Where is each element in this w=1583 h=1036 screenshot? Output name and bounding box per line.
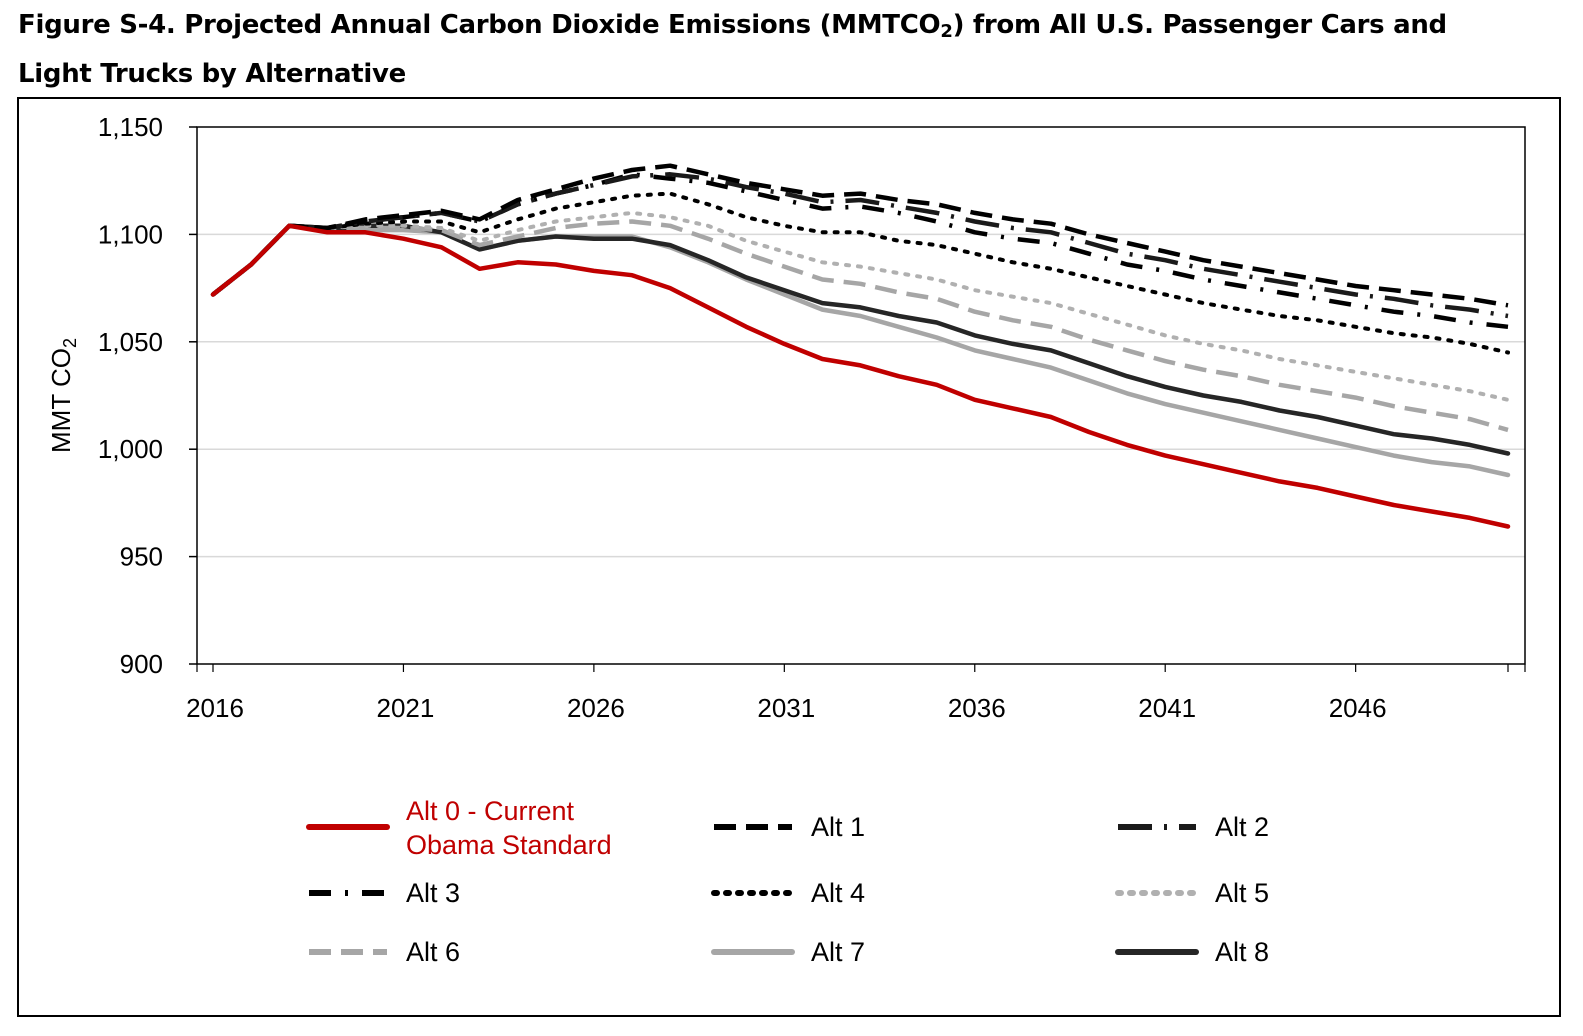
y-tick-label: 900: [120, 649, 163, 679]
title-subscript: 2: [940, 21, 953, 42]
x-tick-label: 2026: [567, 693, 625, 723]
legend-label: Alt 0 - Current Obama Standard: [406, 796, 612, 860]
x-tick-label: 2041: [1138, 693, 1196, 723]
y-tick-label: 1,000: [98, 434, 163, 464]
series-line-alt-4: [211, 191, 1510, 355]
legend-label: Alt 6: [406, 937, 460, 967]
legend-label: Alt 8: [1215, 937, 1269, 967]
series-line-alt-8: [210, 223, 1511, 456]
y-axis-label: MMT CO2: [46, 338, 80, 453]
x-tick-label: 2021: [377, 693, 435, 723]
y-axis: 900 950 1,000 1,050 1,100 1,150: [98, 112, 197, 679]
legend-label: Alt 5: [1215, 878, 1269, 908]
x-tick-label: 2031: [757, 693, 815, 723]
series-line-alt-2: [211, 172, 1509, 319]
y-tick-label: 950: [120, 542, 163, 572]
y-axis-label-sub: 2: [60, 338, 80, 348]
series-line-alt-1: [211, 163, 1509, 308]
legend-label: Alt 2: [1215, 812, 1269, 842]
legend-label: Alt 3: [406, 878, 460, 908]
title-line1-post: ) from All U.S. Passenger Cars and: [952, 10, 1448, 40]
legend-label: Alt 7: [811, 937, 865, 967]
x-tick-label: 2046: [1329, 693, 1387, 723]
y-tick-label: 1,150: [98, 112, 163, 142]
title-line2: Light Trucks by Alternative: [18, 59, 406, 89]
x-tick-label: 2016: [186, 693, 244, 723]
x-axis: 2016 2021 2026 2031 2036 2041 2046: [186, 664, 1526, 723]
chart-frame: [17, 97, 1561, 1017]
y-tick-label: 1,050: [98, 327, 163, 357]
legend: Alt 0 - Current Obama Standard Alt 1 Alt 2 A…: [306, 796, 1269, 967]
y-axis-label-main: MMT CO: [46, 348, 76, 453]
title-line1-pre: Figure S-4. Projected Annual Carbon Diox…: [18, 10, 941, 40]
series-line-alt-0: [210, 223, 1511, 529]
legend-label: Alt 4: [811, 878, 865, 908]
figure-title: Figure S-4. Projected Annual Carbon Diox…: [18, 4, 1568, 96]
series-lines: [210, 163, 1511, 529]
y-tick-label: 1,100: [98, 219, 163, 249]
series-line-alt-6: [211, 219, 1509, 433]
series-line-alt-3: [211, 172, 1509, 330]
x-tick-label: 2036: [948, 693, 1006, 723]
plot-area: [196, 126, 1526, 665]
series-line-alt-5: [211, 210, 1510, 402]
series-line-alt-7: [210, 223, 1511, 478]
legend-label: Alt 1: [811, 812, 865, 842]
